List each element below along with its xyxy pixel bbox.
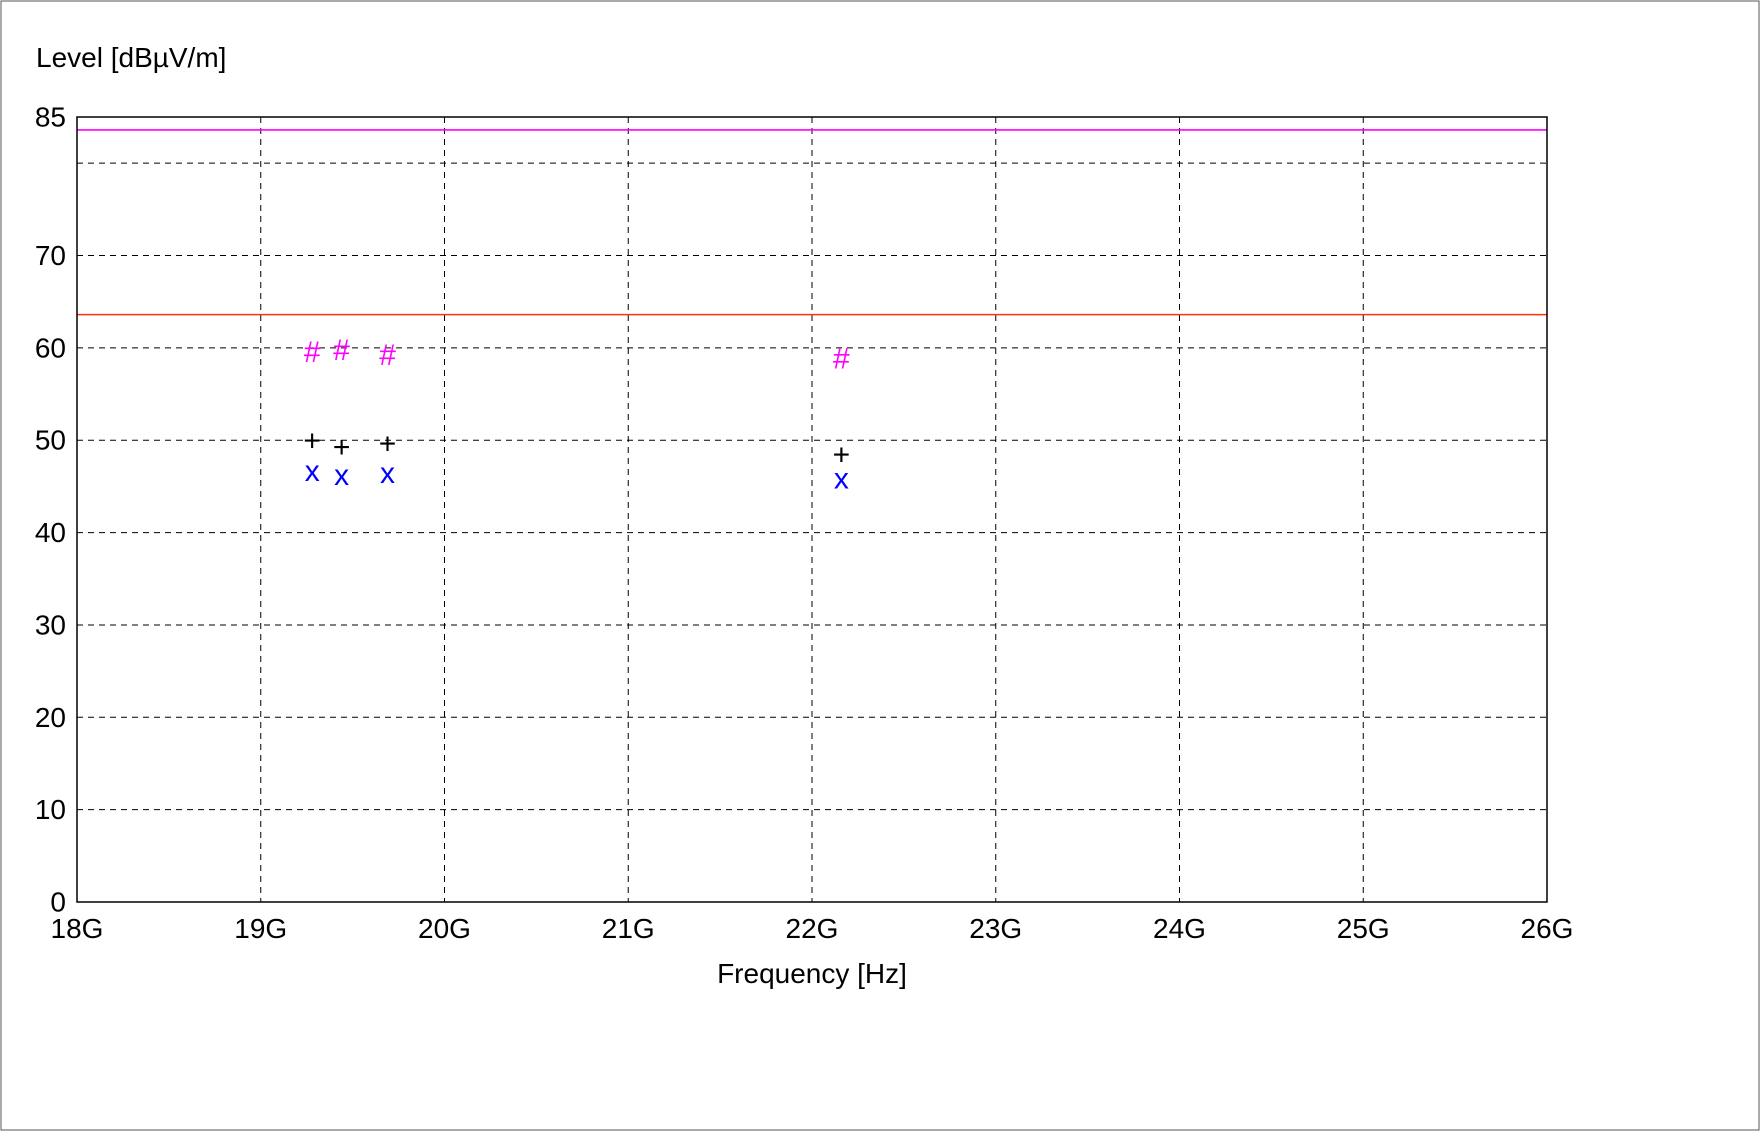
y-tick-label: 50	[35, 425, 66, 456]
y-tick-labels: 0 10 20 30 40 50 60 70 85	[35, 102, 66, 918]
x-tick-label: 24G	[1153, 913, 1206, 944]
data-markers: # # # #+ + + +x x x x	[303, 334, 850, 495]
y-axis-title: Level [dBµV/m]	[36, 42, 226, 73]
data-point: #	[333, 334, 350, 367]
x-tick-label: 20G	[418, 913, 471, 944]
x-tick-label: 19G	[234, 913, 287, 944]
data-point: x	[380, 457, 395, 490]
data-point: #	[379, 339, 396, 372]
data-point: x	[305, 455, 320, 488]
x-tick-label: 21G	[602, 913, 655, 944]
data-point: +	[333, 431, 351, 464]
data-point: +	[833, 439, 851, 472]
data-point: +	[303, 425, 321, 458]
data-point: +	[379, 427, 397, 460]
plot-border	[76, 116, 1548, 903]
y-tick-label: 85	[35, 102, 66, 133]
plot-area	[77, 117, 1547, 902]
y-tick-label: 10	[35, 794, 66, 825]
y-tick-label: 70	[35, 240, 66, 271]
grid-layer	[77, 117, 1547, 902]
data-point: x	[834, 463, 849, 496]
limit-lines	[77, 129, 1547, 316]
x-tick-label: 23G	[969, 913, 1022, 944]
x-tick-label: 25G	[1337, 913, 1390, 944]
data-point: #	[833, 342, 850, 375]
data-point: x	[334, 459, 349, 492]
y-tick-label: 0	[50, 887, 66, 918]
y-tick-label: 20	[35, 702, 66, 733]
x-axis-title: Frequency [Hz]	[717, 958, 907, 989]
data-point: #	[304, 336, 321, 369]
x-tick-label: 22G	[786, 913, 839, 944]
x-tick-label: 26G	[1521, 913, 1574, 944]
y-tick-label: 40	[35, 517, 66, 548]
x-tick-labels: 18G 19G 20G 21G 22G 23G 24G 25G 26G	[51, 913, 1574, 944]
y-tick-label: 30	[35, 609, 66, 640]
x-tick-label: 18G	[51, 913, 104, 944]
y-tick-label: 60	[35, 332, 66, 363]
